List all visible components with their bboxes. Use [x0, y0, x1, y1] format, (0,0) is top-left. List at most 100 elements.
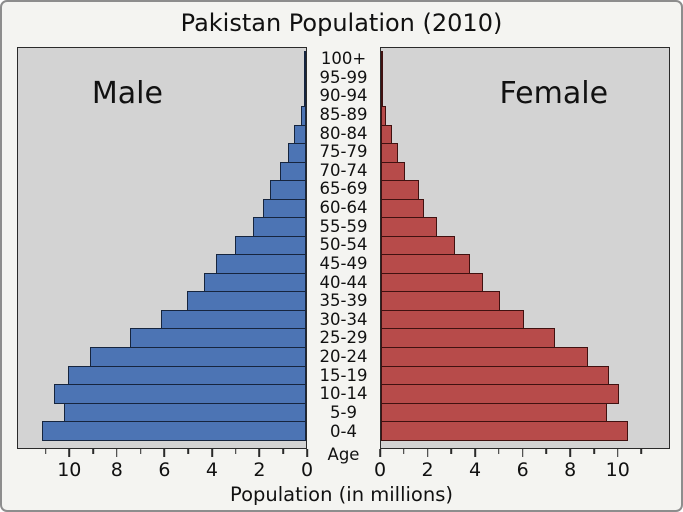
x-tick-minor [640, 449, 643, 454]
female-bar-35-39 [381, 291, 500, 311]
age-label-50-54: 50-54 [319, 235, 368, 255]
female-bar-85-89 [381, 106, 386, 126]
female-bar-row [381, 347, 669, 367]
female-bar-row [381, 50, 669, 71]
age-label-30-34: 30-34 [319, 309, 368, 329]
female-bar-80-84 [381, 124, 392, 145]
x-tick-label: 8 [564, 459, 577, 481]
x-tick-label: 4 [469, 459, 482, 481]
female-bar-60-64 [381, 198, 424, 219]
age-label-85-89: 85-89 [319, 104, 368, 124]
age-label-25-29: 25-29 [319, 328, 368, 348]
x-tick-label: 4 [205, 459, 218, 481]
x-tick-label: 0 [373, 459, 387, 481]
age-label-90-94: 90-94 [319, 86, 368, 106]
x-tick-major [569, 449, 571, 457]
age-axis-labels: 100+ 95-99 90-94 85-89 80-84 75-79 70-74 65-69 6… [307, 50, 380, 441]
female-bar-row [381, 291, 669, 311]
x-tick-minor [92, 449, 94, 454]
male-bar-row [18, 217, 306, 237]
x-tick-major [379, 449, 381, 457]
female-bar-row [381, 143, 669, 163]
age-label-45-49: 45-49 [319, 253, 368, 273]
x-tick-minor [139, 449, 142, 454]
x-tick-minor [545, 449, 548, 454]
male-bar-55-59 [252, 217, 306, 237]
female-bars [381, 50, 669, 441]
x-tick-major [211, 449, 213, 457]
x-tick-major [163, 449, 166, 457]
female-bar-row [381, 124, 669, 145]
x-tick-major [306, 449, 308, 457]
x-tick-label: 10 [605, 459, 630, 481]
x-tick-minor [187, 449, 189, 454]
x-axis-title: Population (in millions) [230, 483, 453, 506]
female-bar-row [381, 272, 669, 293]
age-label-40-44: 40-44 [319, 272, 368, 292]
male-bar-row [18, 50, 306, 71]
male-bar-row [18, 347, 306, 367]
male-bar-row [18, 272, 306, 293]
female-bar-50-54 [381, 235, 455, 256]
age-label-100+: 100+ [320, 49, 367, 69]
female-bar-row [381, 384, 669, 404]
male-x-axis-ticks [17, 449, 308, 460]
male-panel: Male [17, 47, 307, 449]
age-label-75-79: 75-79 [319, 142, 368, 162]
female-panel-label: Female [499, 76, 609, 111]
age-label-35-39: 35-39 [319, 291, 368, 311]
age-label-70-74: 70-74 [319, 160, 368, 180]
age-label-95-99: 95-99 [319, 67, 368, 87]
x-tick-label: 0 [300, 459, 314, 481]
female-bar-row [381, 161, 669, 182]
female-bar-45-49 [381, 254, 471, 274]
male-bar-row [18, 365, 306, 386]
male-bar-row [18, 328, 306, 348]
male-bar-row [18, 254, 306, 274]
male-bar-70-74 [279, 161, 306, 182]
male-bar-10-14 [54, 384, 306, 404]
age-label-0-4: 0-4 [330, 421, 357, 441]
age-label-20-24: 20-24 [319, 347, 368, 367]
x-tick-minor [593, 449, 595, 454]
male-bar-5-9 [63, 402, 306, 423]
age-label-55-59: 55-59 [319, 216, 368, 236]
x-tick-label: 6 [158, 459, 171, 481]
x-tick-label: 2 [253, 459, 266, 481]
male-bar-40-44 [203, 272, 306, 293]
male-bar-row [18, 309, 306, 330]
x-tick-major [616, 449, 619, 457]
female-bar-row [381, 217, 669, 237]
male-bar-45-49 [215, 254, 306, 274]
male-bar-100+ [304, 50, 306, 71]
age-label-10-14: 10-14 [319, 384, 368, 404]
x-tick-minor [450, 449, 453, 454]
female-bar-30-34 [381, 309, 524, 330]
female-bar-75-79 [381, 143, 398, 163]
chart-title: Pakistan Population (2010) [180, 9, 503, 37]
x-tick-label: 8 [110, 459, 123, 481]
female-x-axis-tick-labels: 0 2 4 6 8 10 [374, 458, 670, 482]
male-bar-row [18, 198, 306, 219]
male-bar-20-24 [89, 347, 306, 367]
female-bar-20-24 [381, 347, 588, 367]
female-bar-0-4 [381, 421, 629, 441]
age-label-5-9: 5-9 [330, 402, 357, 422]
male-bar-15-19 [68, 365, 306, 386]
female-bar-95-99 [381, 69, 383, 89]
male-bar-65-69 [270, 180, 306, 200]
age-label-80-84: 80-84 [319, 123, 368, 143]
male-bar-row [18, 124, 306, 145]
female-bar-row [381, 365, 669, 386]
female-bar-row [381, 198, 669, 219]
male-x-axis-tick-labels: 0 2 4 6 8 10 [17, 458, 313, 482]
female-bar-row [381, 421, 669, 441]
x-tick-minor [498, 449, 500, 454]
female-bar-25-29 [381, 328, 555, 348]
x-tick-label: 10 [57, 459, 82, 481]
female-bar-90-94 [381, 87, 383, 108]
female-bar-row [381, 328, 669, 348]
male-bar-50-54 [234, 235, 306, 256]
male-bar-row [18, 180, 306, 200]
male-bar-95-99 [304, 69, 306, 89]
